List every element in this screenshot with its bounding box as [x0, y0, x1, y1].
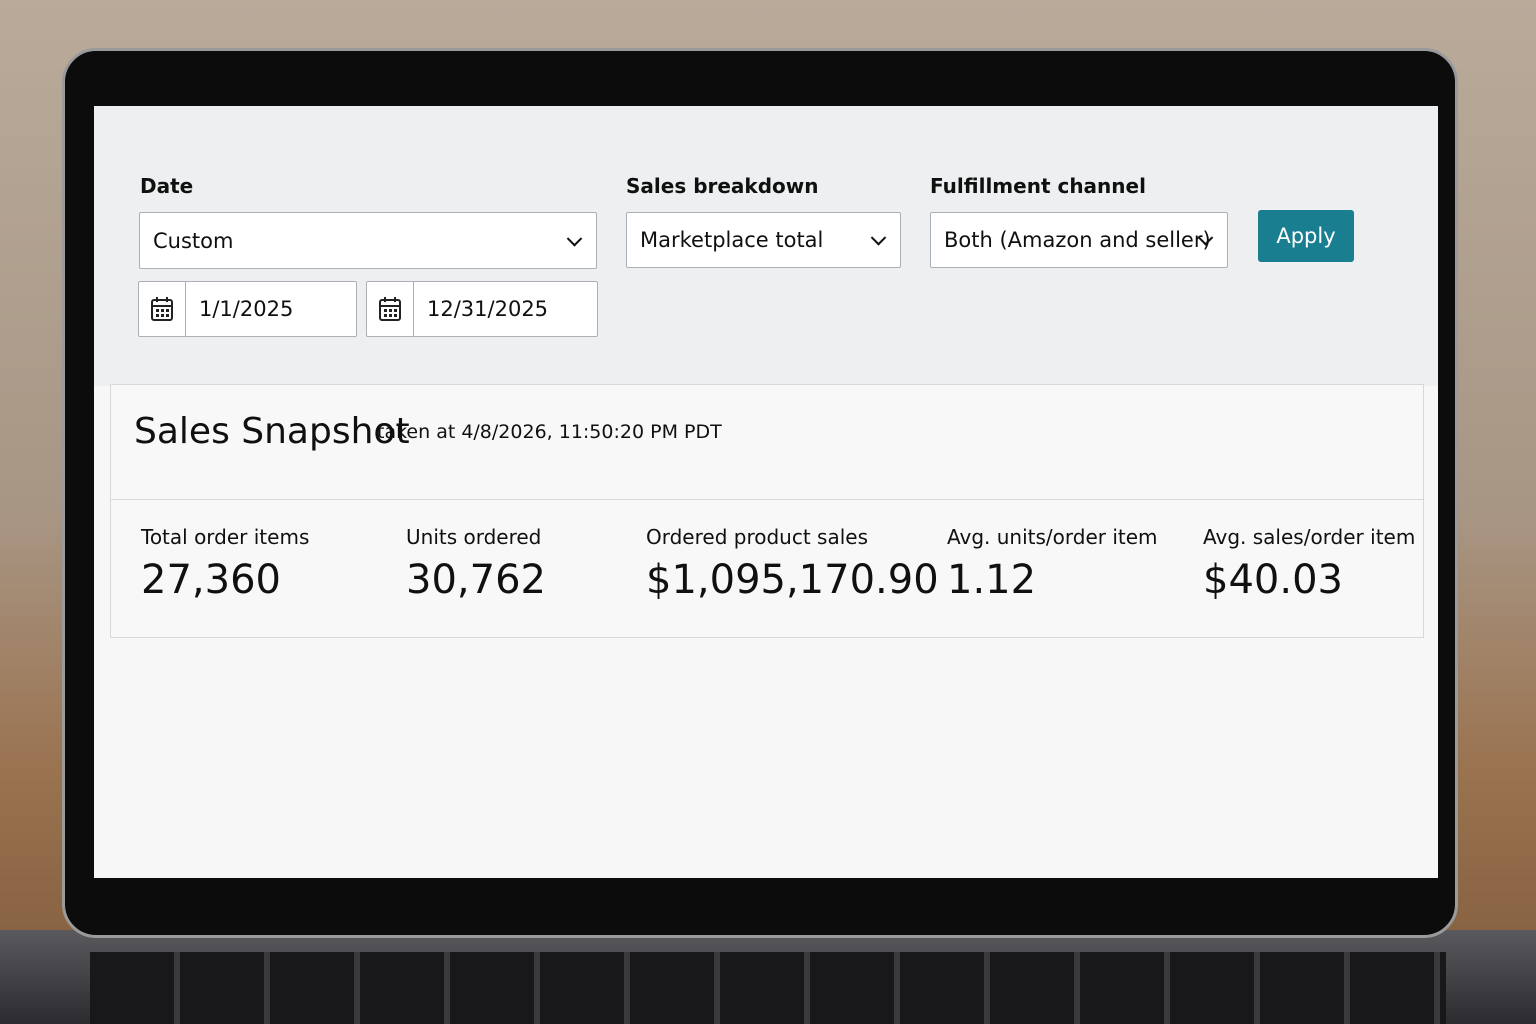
- sales-breakdown-label: Sales breakdown: [626, 174, 819, 198]
- date-select[interactable]: Custom: [139, 212, 597, 269]
- divider: [111, 499, 1423, 500]
- snapshot-title: Sales Snapshot: [134, 411, 410, 452]
- metric-label: Total order items: [141, 525, 310, 549]
- sales-breakdown-select[interactable]: Marketplace total: [626, 212, 901, 268]
- apply-button[interactable]: Apply: [1258, 210, 1354, 262]
- calendar-icon: [151, 297, 173, 321]
- metric-label: Ordered product sales: [646, 525, 868, 549]
- screen: Date Custom 1/1/2025 12/31/2025 Sales br…: [94, 106, 1438, 878]
- start-date-input[interactable]: 1/1/2025: [138, 281, 357, 337]
- fulfillment-select[interactable]: Both (Amazon and seller): [930, 212, 1228, 268]
- snapshot-subtitle: taken at 4/8/2026, 11:50:20 PM PDT: [377, 421, 722, 443]
- metric-value: 30,762: [406, 557, 546, 603]
- metric-value: 1.12: [947, 557, 1037, 603]
- metric-value: $1,095,170.90: [646, 557, 939, 603]
- end-date: 12/31/2025: [427, 297, 549, 321]
- metric-label: Avg. sales/order item: [1203, 525, 1416, 549]
- end-date-input[interactable]: 12/31/2025: [366, 281, 598, 337]
- fulfillment-value: Both (Amazon and seller): [944, 228, 1211, 252]
- metric-value: $40.03: [1203, 557, 1343, 603]
- calendar-icon: [379, 297, 401, 321]
- keyboard: [90, 952, 1446, 1024]
- snapshot-card: Sales Snapshot taken at 4/8/2026, 11:50:…: [110, 384, 1424, 638]
- metric-value: 27,360: [141, 557, 281, 603]
- fulfillment-label: Fulfillment channel: [930, 174, 1146, 198]
- metric-label: Avg. units/order item: [947, 525, 1158, 549]
- start-date: 1/1/2025: [199, 297, 294, 321]
- sales-breakdown-value: Marketplace total: [640, 228, 824, 252]
- date-label: Date: [140, 174, 194, 198]
- metric-label: Units ordered: [406, 525, 542, 549]
- date-value: Custom: [153, 228, 234, 253]
